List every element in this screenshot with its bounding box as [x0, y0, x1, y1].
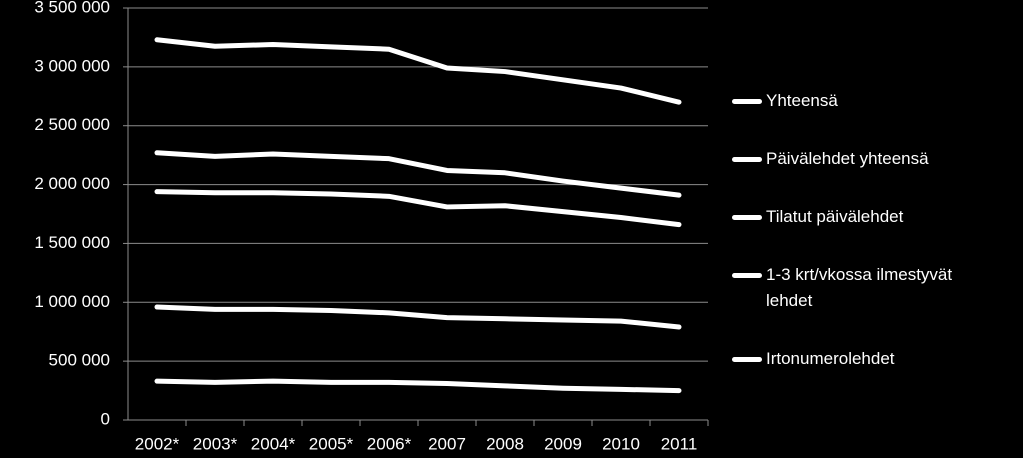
legend-swatch	[732, 99, 762, 104]
series-line	[154, 150, 682, 198]
legend-label: Päivälehdet yhteensä	[766, 149, 929, 168]
series-line	[154, 304, 682, 330]
y-tick-label: 3 000 000	[34, 56, 110, 75]
x-tick-label: 2007	[428, 434, 466, 453]
legend-label: 1-3 krt/vkossa ilmestyvät lehdet	[766, 265, 953, 310]
series-line	[154, 189, 682, 228]
legend: Yhteensä Päivälehdet yhteensä Tilatut päiv…	[732, 88, 1012, 404]
legend-entry: 1-3 krt/vkossa ilmestyvät lehdet	[732, 262, 1012, 314]
x-tick-label: 2009	[544, 434, 582, 453]
legend-label: Irtonumerolehdet	[766, 349, 895, 368]
y-tick-label: 1 000 000	[34, 292, 110, 311]
legend-label: Yhteensä	[766, 91, 838, 110]
legend-entry: Yhteensä	[732, 88, 1012, 114]
legend-swatch	[732, 357, 762, 362]
legend-entry: Tilatut päivälehdet	[732, 204, 1012, 230]
legend-swatch	[732, 273, 762, 278]
y-tick-label: 3 500 000	[34, 0, 110, 16]
legend-swatch	[732, 215, 762, 220]
x-tick-label: 2006*	[367, 434, 412, 453]
y-tick-label: 500 000	[49, 351, 110, 370]
series-line	[154, 378, 682, 394]
y-tick-label: 0	[101, 409, 110, 428]
x-tick-label: 2008	[486, 434, 524, 453]
legend-label: Tilatut päivälehdet	[766, 207, 904, 226]
series-line	[154, 37, 682, 105]
legend-swatch	[732, 157, 762, 162]
x-tick-label: 2010	[602, 434, 640, 453]
y-tick-label: 2 000 000	[34, 174, 110, 193]
y-tick-label: 1 500 000	[34, 233, 110, 252]
x-tick-label: 2004*	[251, 434, 296, 453]
x-tick-label: 2002*	[135, 434, 180, 453]
x-tick-label: 2011	[661, 434, 698, 453]
x-tick-label: 2005*	[309, 434, 354, 453]
y-tick-label: 2 500 000	[34, 115, 110, 134]
legend-entry: Irtonumerolehdet	[732, 346, 1012, 372]
x-tick-label: 2003*	[193, 434, 238, 453]
legend-entry: Päivälehdet yhteensä	[732, 146, 1012, 172]
